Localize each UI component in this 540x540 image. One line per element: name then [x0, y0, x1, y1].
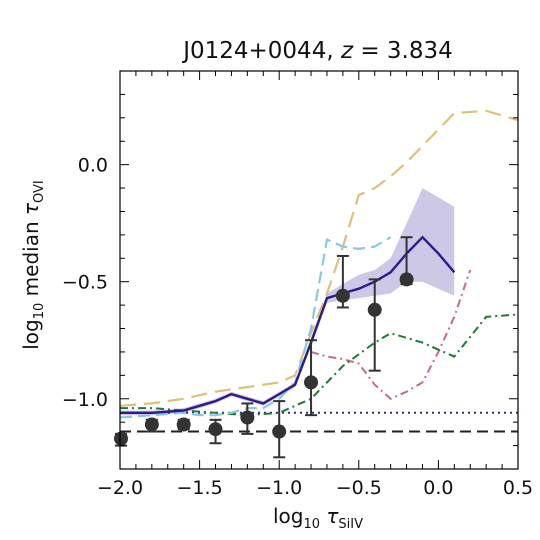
- data-point: [208, 422, 223, 437]
- data-point: [304, 375, 319, 390]
- x-tick-label: −1.0: [256, 477, 302, 499]
- median-line: [120, 235, 456, 414]
- x-axis-label: log10 τSiIV: [273, 504, 363, 532]
- median-scatter-band: [120, 188, 455, 416]
- series-lines: [120, 109, 518, 433]
- data-point: [399, 272, 414, 287]
- cyan-dashed-line: [120, 236, 392, 419]
- y-axis-label: log10 median τOVI: [19, 180, 47, 350]
- y-tick-label: 0.0: [78, 155, 108, 177]
- green-dashdot-line: [120, 313, 518, 417]
- axes-box: [119, 70, 519, 470]
- data-point: [335, 288, 350, 303]
- pink-dashdot-line: [310, 269, 472, 400]
- x-tick-label: 0.0: [423, 477, 453, 499]
- confidence-band: [120, 188, 455, 416]
- axis-ticks: [119, 70, 519, 470]
- data-point: [272, 424, 287, 439]
- data-point: [114, 431, 128, 446]
- gold-dashed-line: [120, 109, 518, 407]
- x-tick-label: −1.5: [177, 477, 223, 499]
- data-point: [240, 410, 255, 425]
- y-tick-label: −0.5: [62, 272, 108, 294]
- tick-labels: −2.0 −1.5 −1.0 −0.5 0.0 0.5 −1.0 −0.5 0.0: [62, 155, 533, 499]
- data-point: [144, 417, 159, 432]
- plot-frame: [119, 70, 519, 470]
- data-points: [114, 236, 414, 459]
- y-tick-label: −1.0: [62, 389, 108, 411]
- x-tick-label: −2.0: [97, 477, 143, 499]
- data-point: [176, 417, 191, 432]
- chart-title: J0124+0044, z = 3.834: [181, 38, 453, 64]
- x-tick-label: 0.5: [503, 477, 533, 499]
- data-point: [367, 302, 382, 317]
- x-tick-label: −0.5: [336, 477, 382, 499]
